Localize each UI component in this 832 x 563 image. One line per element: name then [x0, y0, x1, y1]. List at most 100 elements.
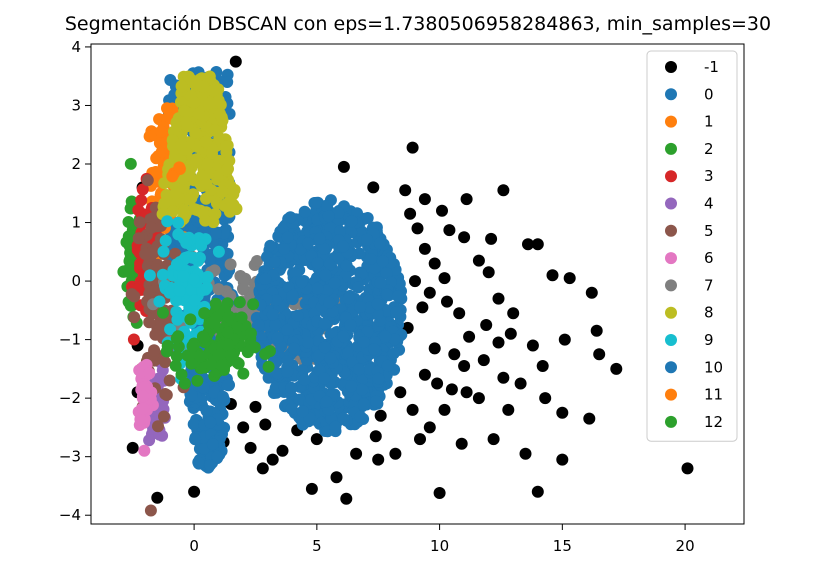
cluster--1-point: [507, 307, 520, 320]
cluster-12-point: [185, 357, 198, 370]
cluster-10-point: [364, 253, 377, 265]
cluster--1-point: [367, 181, 380, 194]
cluster--1-point: [514, 377, 527, 390]
cluster-10-point: [323, 296, 336, 309]
cluster-8-point: [175, 80, 188, 93]
cluster-10-point: [322, 210, 335, 223]
cluster--1-point: [472, 392, 485, 405]
cluster-11-point: [166, 170, 179, 183]
cluster--1-point: [126, 441, 139, 454]
cluster-10-point: [379, 330, 392, 343]
cluster-0-point: [204, 459, 217, 471]
legend-label: 10: [704, 358, 723, 376]
cluster--1-point: [480, 319, 493, 331]
cluster--1-point: [431, 377, 444, 390]
cluster-5-point: [148, 344, 161, 357]
cluster--1-point: [502, 403, 515, 416]
cluster--1-point: [482, 266, 495, 279]
cluster-12-point: [247, 298, 260, 311]
cluster-0-point: [211, 450, 224, 463]
cluster--1-point: [610, 362, 623, 375]
cluster--1-point: [531, 238, 544, 251]
cluster-10-point: [284, 211, 297, 224]
legend-marker: [665, 61, 677, 73]
cluster-9-point: [156, 268, 169, 281]
cluster-10-point: [264, 239, 277, 252]
cluster-5-point: [159, 388, 172, 400]
cluster-8-point: [188, 96, 201, 109]
legend-marker: [665, 388, 677, 401]
cluster--1-point: [244, 441, 257, 454]
y-tick-label: −4: [59, 506, 81, 524]
cluster--1-point: [423, 421, 436, 434]
cluster--1-point: [188, 485, 201, 498]
cluster-5-point: [148, 246, 161, 259]
cluster--1-point: [406, 403, 419, 416]
cluster-10-point: [319, 269, 332, 282]
cluster-10-point: [311, 257, 324, 270]
legend-label: 12: [704, 413, 723, 431]
cluster-12-point: [157, 306, 169, 319]
cluster-4-point: [143, 434, 156, 447]
cluster-10-point: [318, 341, 331, 354]
cluster-6-point: [143, 367, 156, 380]
cluster-10-point: [296, 405, 309, 418]
cluster-5-point: [143, 316, 156, 329]
cluster-3-point: [135, 194, 148, 207]
cluster-8-point: [212, 94, 225, 107]
cluster-0-point: [200, 404, 213, 417]
cluster-9-point: [200, 281, 213, 294]
cluster--1-point: [497, 184, 510, 197]
cluster--1-point: [463, 330, 476, 343]
cluster-12-point: [186, 340, 199, 353]
cluster-7-point: [237, 282, 249, 295]
cluster-8-point: [213, 131, 226, 144]
cluster-12-point: [233, 296, 246, 309]
cluster--1-point: [256, 462, 269, 475]
cluster-8-point: [168, 125, 180, 138]
cluster-10-point: [298, 205, 311, 218]
cluster-8-point: [220, 140, 233, 153]
cluster-12-point: [224, 349, 237, 362]
cluster-8-point: [190, 156, 203, 169]
cluster-10-point: [269, 381, 282, 394]
cluster-12-point: [194, 350, 207, 363]
cluster-12-point: [178, 377, 191, 390]
cluster-10-point: [320, 395, 333, 408]
cluster-4-point: [151, 372, 164, 385]
cluster--1-point: [337, 160, 350, 173]
cluster-12-point: [244, 327, 257, 340]
legend-marker: [665, 415, 677, 428]
cluster-9-point: [180, 236, 193, 249]
cluster-10-point: [391, 290, 404, 303]
cluster-9-point: [159, 234, 172, 247]
cluster-10-point: [329, 420, 342, 433]
cluster-0-point: [221, 379, 234, 392]
cluster-12-point: [169, 359, 182, 372]
cluster-9-point: [153, 295, 166, 308]
cluster-8-point: [178, 105, 191, 118]
cluster-12-point: [209, 297, 222, 310]
cluster-10-point: [337, 240, 350, 253]
cluster--1-point: [340, 492, 353, 505]
cluster-8-point: [214, 108, 227, 120]
cluster--1-point: [536, 360, 549, 372]
cluster-10-point: [321, 284, 334, 297]
cluster-10-point: [252, 319, 265, 332]
cluster-10-point: [342, 292, 355, 305]
cluster-7-point: [224, 258, 237, 271]
legend-marker: [665, 88, 677, 101]
cluster--1-point: [563, 272, 576, 285]
cluster-10-point: [376, 255, 389, 268]
cluster-9-point: [195, 239, 208, 252]
cluster--1-point: [414, 433, 426, 446]
cluster-6-point: [138, 444, 151, 457]
cluster-8-point: [183, 167, 196, 180]
cluster-5-point: [147, 212, 159, 225]
plot-frame: [90, 43, 745, 525]
cluster-10-point: [344, 319, 357, 331]
cluster--1-point: [583, 412, 596, 425]
legend-label: -1: [704, 58, 719, 76]
cluster--1-point: [585, 286, 598, 299]
